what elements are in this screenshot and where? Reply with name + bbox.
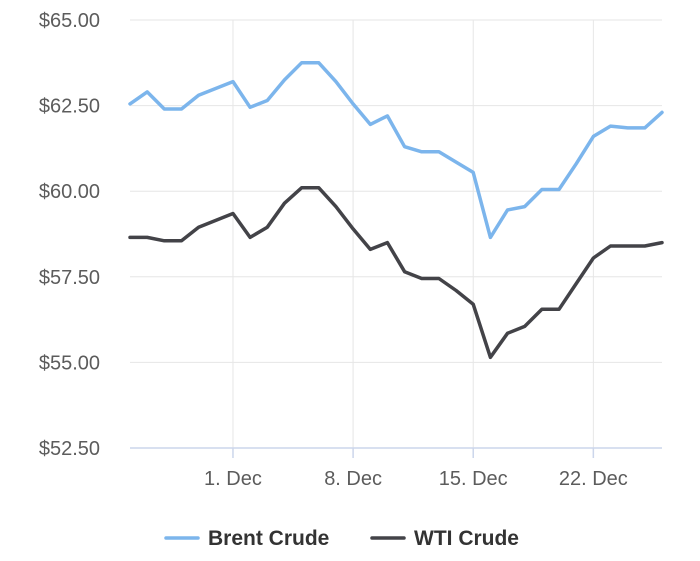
x-tick-label: 1. Dec: [204, 468, 262, 490]
legend-item-wti-crude[interactable]: WTI Crude: [370, 527, 519, 550]
series-lines: [128, 61, 664, 360]
y-axis-labels: $52.50 $55.00 $57.50 $60.00 $62.50 $65.00: [39, 10, 100, 460]
legend-label: WTI Crude: [414, 527, 519, 550]
series-line-wti-crude[interactable]: [128, 186, 664, 360]
x-tick-label: 8. Dec: [324, 468, 382, 490]
x-tick-label: 15. Dec: [439, 468, 508, 490]
grid-lines: [130, 19, 662, 448]
x-tick-label: 22. Dec: [559, 468, 628, 490]
y-tick-label: $55.00: [39, 352, 100, 374]
legend-item-brent-crude[interactable]: Brent Crude: [164, 527, 329, 550]
y-tick-label: $60.00: [39, 181, 100, 203]
y-tick-label: $52.50: [39, 438, 100, 460]
legend-label: Brent Crude: [208, 527, 329, 550]
y-tick-label: $62.50: [39, 96, 100, 118]
y-tick-label: $65.00: [39, 10, 100, 32]
x-axis-labels: 1. Dec 8. Dec 15. Dec 22. Dec: [204, 468, 628, 490]
x-axis-ticks: [232, 448, 595, 458]
series-line-brent-crude[interactable]: [128, 61, 664, 240]
legend: Brent Crude WTI Crude: [164, 527, 519, 550]
y-tick-label: $57.50: [39, 267, 100, 289]
